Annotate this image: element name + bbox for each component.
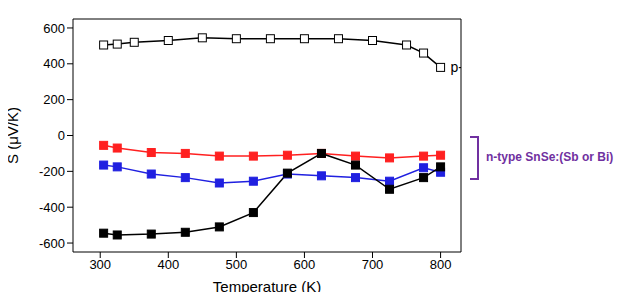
- svg-text:600: 600: [294, 257, 316, 272]
- svg-text:800: 800: [430, 257, 452, 272]
- svg-text:500: 500: [226, 257, 248, 272]
- svg-text:-200: -200: [39, 164, 65, 179]
- svg-text:600: 600: [43, 21, 65, 36]
- svg-text:p-type SnSe: p-type SnSe: [451, 59, 461, 75]
- svg-text:300: 300: [89, 257, 111, 272]
- svg-text:0: 0: [58, 128, 65, 143]
- svg-text:200: 200: [43, 92, 65, 107]
- html-text:n-type SnSe:(Sb or Bi): n-type SnSe:(Sb or Bi): [486, 150, 614, 164]
- svg-text:S (μV/K): S (μV/K): [8, 107, 21, 164]
- svg-text:Temperature (K): Temperature (K): [213, 278, 321, 292]
- svg-text:-400: -400: [39, 200, 65, 215]
- svg-text:400: 400: [43, 56, 65, 71]
- svg-text:400: 400: [157, 257, 179, 272]
- svg-text:-600: -600: [39, 236, 65, 251]
- svg-text:700: 700: [362, 257, 384, 272]
